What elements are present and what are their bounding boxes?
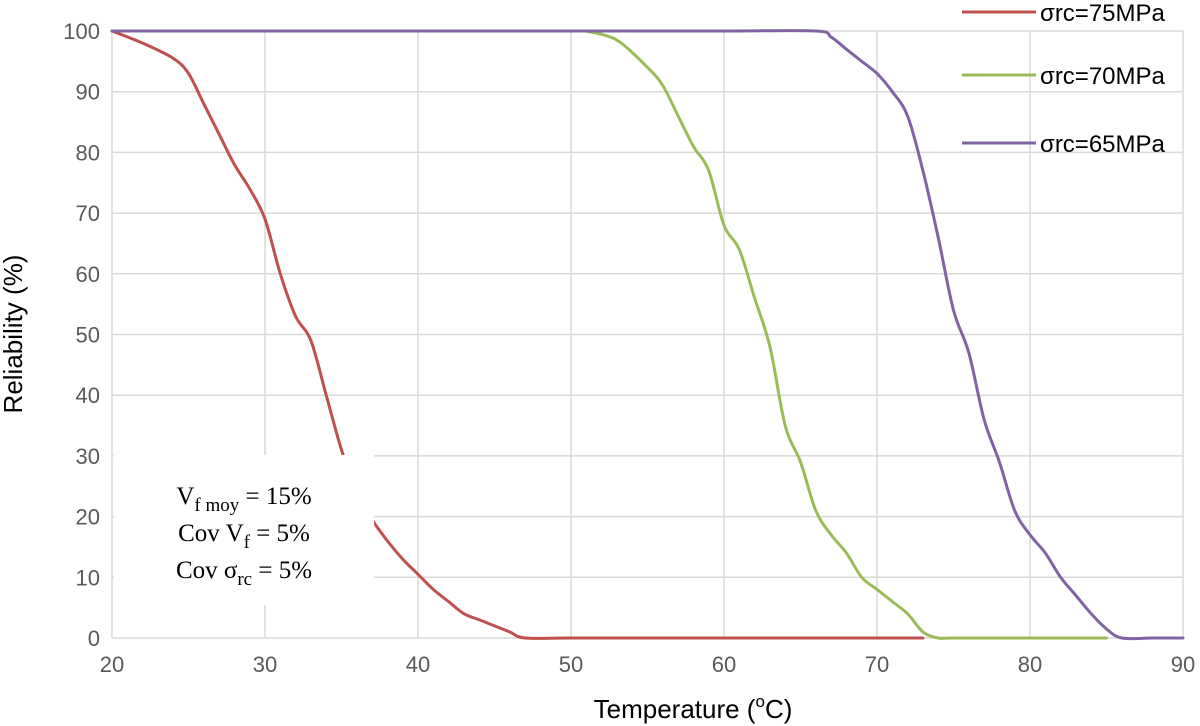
y-tick-label: 10 xyxy=(76,565,100,590)
y-tick-label: 50 xyxy=(76,323,100,348)
legend-label-sigma-75: σrc=75MPa xyxy=(1040,0,1166,27)
y-tick-label: 70 xyxy=(76,201,100,226)
y-axis-title: Reliability (%) xyxy=(0,255,28,414)
legend-label-sigma-65: σrc=65MPa xyxy=(1040,131,1166,158)
series-line-sigma-70 xyxy=(584,29,1108,640)
y-tick-label: 80 xyxy=(76,140,100,165)
x-tick-label: 40 xyxy=(406,652,430,677)
annotation-line-2: Cov Vf = 5% xyxy=(178,520,310,553)
legend: σrc=75MPa σrc=70MPa σrc=65MPa xyxy=(962,0,1166,158)
x-axis-title-sup: o xyxy=(755,692,764,711)
x-tick-label: 50 xyxy=(559,652,583,677)
x-tick-label: 20 xyxy=(100,652,124,677)
annotation-line-2-tail: = 5% xyxy=(250,520,310,547)
annotation-line-2-sub: f xyxy=(244,532,251,553)
y-tick-label: 30 xyxy=(76,444,100,469)
y-tick-label: 0 xyxy=(88,626,100,651)
x-tick-label: 70 xyxy=(865,652,889,677)
y-tick-label: 100 xyxy=(63,19,100,44)
x-axis-title-tail: C) xyxy=(765,694,792,724)
y-tick-labels: 0 10 20 30 40 50 60 70 80 90 100 xyxy=(63,19,100,651)
annotation-line-3-base: Cov σ xyxy=(176,557,238,584)
annotation-line-1-base: V xyxy=(176,483,194,510)
x-axis-title: Temperature (oC) xyxy=(594,692,793,724)
annotation-background xyxy=(114,455,374,605)
legend-label-sigma-70: σrc=70MPa xyxy=(1040,63,1166,90)
annotation-line-1-sub: f moy xyxy=(194,495,239,516)
y-tick-label: 60 xyxy=(76,262,100,287)
y-tick-label: 40 xyxy=(76,383,100,408)
x-axis-title-main: Temperature ( xyxy=(594,694,756,724)
annotation-line-3-tail: = 5% xyxy=(252,557,312,584)
x-tick-label: 60 xyxy=(712,652,736,677)
x-tick-label: 80 xyxy=(1018,652,1042,677)
annotation-line-3: Cov σrc = 5% xyxy=(176,557,312,590)
annotation-line-2-base: Cov V xyxy=(178,520,244,547)
x-tick-label: 30 xyxy=(253,652,277,677)
x-tick-labels: 20 30 40 50 60 70 80 90 xyxy=(100,652,1195,677)
series-line-sigma-65 xyxy=(110,29,1185,641)
y-tick-label: 20 xyxy=(76,505,100,530)
y-tick-label: 90 xyxy=(76,80,100,105)
annotation-line-1: Vf moy = 15% xyxy=(176,483,311,516)
annotation-line-3-sub: rc xyxy=(237,569,252,590)
annotation-box: Vf moy = 15% Cov Vf = 5% Cov σrc = 5% xyxy=(114,455,374,605)
annotation-line-1-tail: = 15% xyxy=(239,483,311,510)
x-tick-label: 90 xyxy=(1171,652,1195,677)
